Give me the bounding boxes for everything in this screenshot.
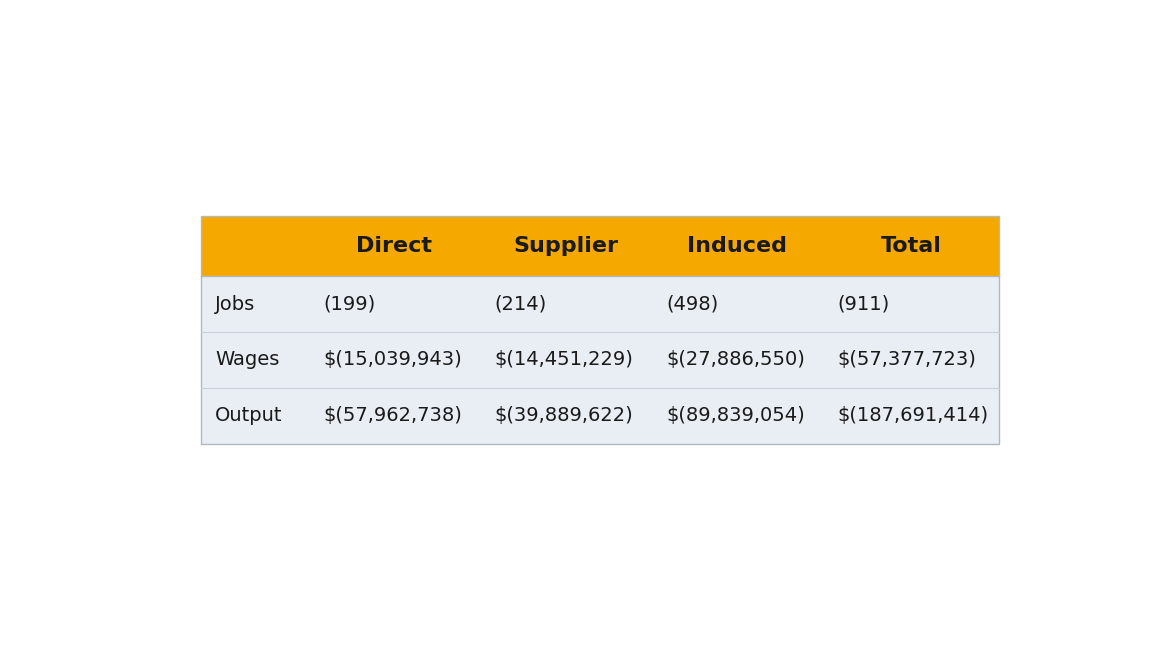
Text: (498): (498)	[666, 295, 718, 314]
Text: $(27,886,550): $(27,886,550)	[666, 351, 805, 369]
Text: $(39,889,622): $(39,889,622)	[495, 407, 633, 425]
Text: $(57,377,723): $(57,377,723)	[838, 351, 977, 369]
Text: Total: Total	[880, 236, 941, 256]
Text: Wages: Wages	[215, 351, 280, 369]
Text: Induced: Induced	[687, 236, 787, 256]
Text: (214): (214)	[495, 295, 546, 314]
FancyBboxPatch shape	[201, 332, 998, 388]
Text: $(14,451,229): $(14,451,229)	[495, 351, 633, 369]
Text: $(57,962,738): $(57,962,738)	[323, 407, 462, 425]
FancyBboxPatch shape	[201, 276, 998, 332]
Text: (199): (199)	[323, 295, 376, 314]
Text: $(187,691,414): $(187,691,414)	[838, 407, 989, 425]
Text: Supplier: Supplier	[514, 236, 618, 256]
FancyBboxPatch shape	[201, 216, 998, 276]
FancyBboxPatch shape	[201, 388, 998, 443]
Text: Direct: Direct	[356, 236, 432, 256]
Text: Output: Output	[215, 407, 283, 425]
Text: $(89,839,054): $(89,839,054)	[666, 407, 805, 425]
Text: $(15,039,943): $(15,039,943)	[323, 351, 462, 369]
Text: (911): (911)	[838, 295, 890, 314]
Text: Jobs: Jobs	[215, 295, 255, 314]
